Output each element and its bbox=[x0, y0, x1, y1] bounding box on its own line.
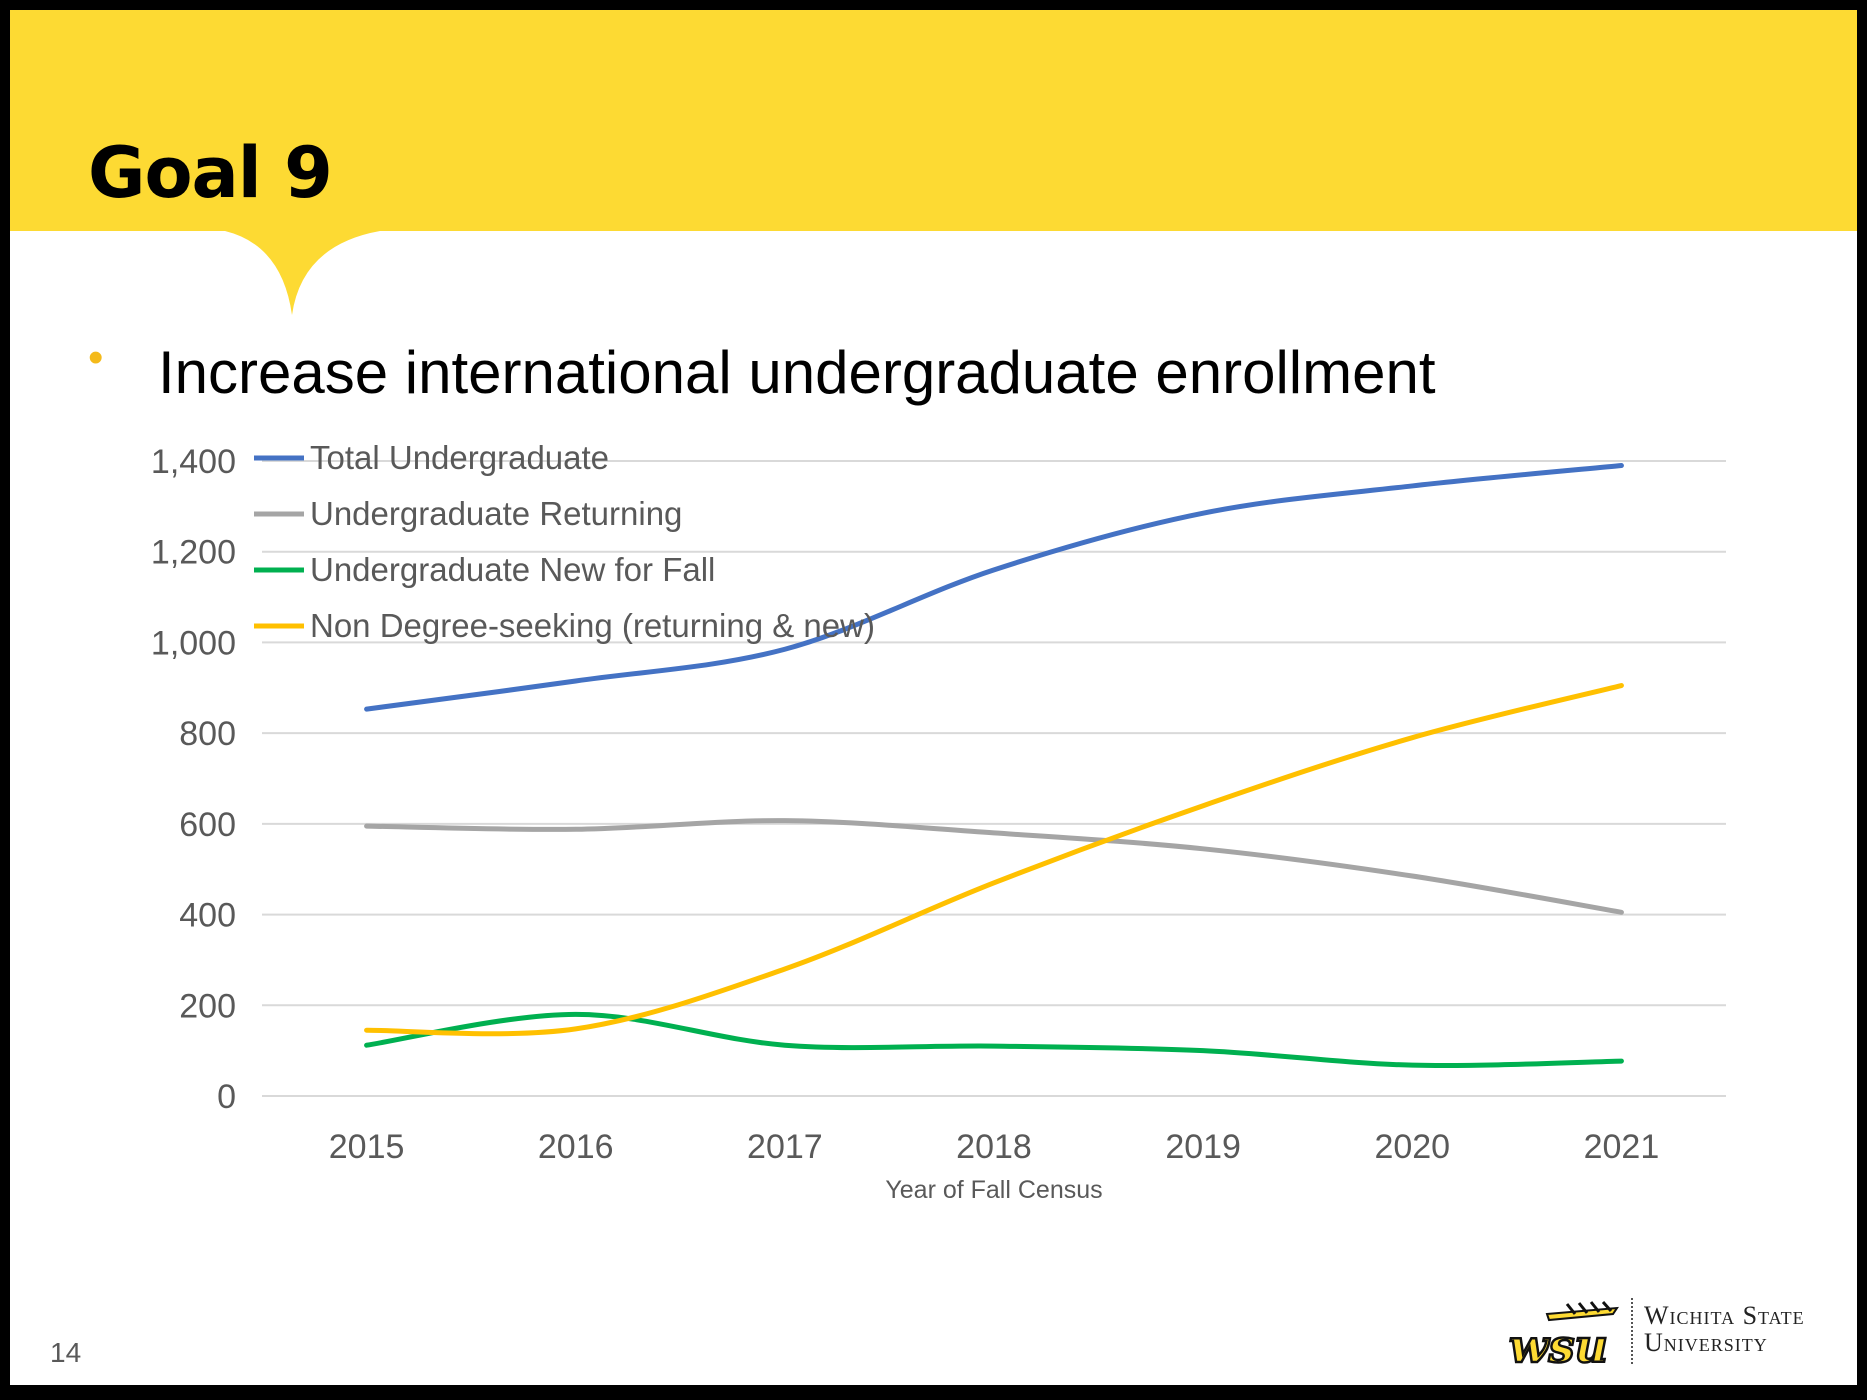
legend-label: Non Degree-seeking (returning & new) bbox=[310, 607, 875, 644]
legend-label: Undergraduate New for Fall bbox=[310, 551, 715, 588]
wsu-shocker-logo-icon: wsu bbox=[1508, 1301, 1619, 1374]
x-tick-label: 2017 bbox=[747, 1128, 823, 1166]
series-line-undergraduate-returning bbox=[364, 818, 1624, 915]
x-tick-label: 2015 bbox=[329, 1128, 405, 1166]
svg-text:wsu: wsu bbox=[1509, 1319, 1608, 1373]
y-tick-label: 200 bbox=[179, 987, 236, 1025]
y-tick-label: 1,400 bbox=[151, 443, 236, 481]
university-name-line2: University bbox=[1644, 1328, 1768, 1358]
university-name: Wichita State University bbox=[1644, 1302, 1805, 1357]
series-line-undergraduate-new-for-fall bbox=[364, 1011, 1624, 1069]
y-tick-label: 1,200 bbox=[151, 534, 236, 572]
slide-title: Goal 9 bbox=[88, 132, 333, 214]
title-banner bbox=[10, 10, 1857, 231]
x-tick-label: 2016 bbox=[538, 1128, 614, 1166]
line-chart: 0 200 400 600 800 1,000 1,200 1,400 2015 2016 2017… bbox=[151, 439, 1726, 1204]
legend-label: Undergraduate Returning bbox=[310, 495, 682, 532]
y-tick-label: 1,000 bbox=[151, 624, 236, 662]
legend-label: Total Undergraduate bbox=[310, 439, 609, 476]
banner-point-decoration bbox=[225, 231, 380, 315]
y-tick-label: 0 bbox=[217, 1078, 236, 1116]
x-tick-label: 2018 bbox=[956, 1128, 1032, 1166]
logo-divider bbox=[1631, 1298, 1633, 1364]
x-tick-label: 2019 bbox=[1165, 1128, 1241, 1166]
series-line-non-degree-seeking-returning-new bbox=[364, 683, 1624, 1037]
slide: Goal 9 • Increase international undergra… bbox=[10, 10, 1857, 1385]
y-tick-label: 400 bbox=[179, 897, 236, 935]
y-tick-label: 600 bbox=[179, 806, 236, 844]
bullet-marker: • bbox=[88, 333, 104, 382]
x-tick-label: 2020 bbox=[1374, 1128, 1450, 1166]
university-name-line1: Wichita State bbox=[1644, 1301, 1805, 1330]
y-tick-label: 800 bbox=[179, 715, 236, 753]
bullet-text: Increase international undergraduate enr… bbox=[158, 339, 1436, 406]
x-tick-label: 2021 bbox=[1584, 1128, 1660, 1166]
x-axis-title: Year of Fall Census bbox=[885, 1176, 1102, 1204]
page-number: 14 bbox=[50, 1337, 82, 1368]
